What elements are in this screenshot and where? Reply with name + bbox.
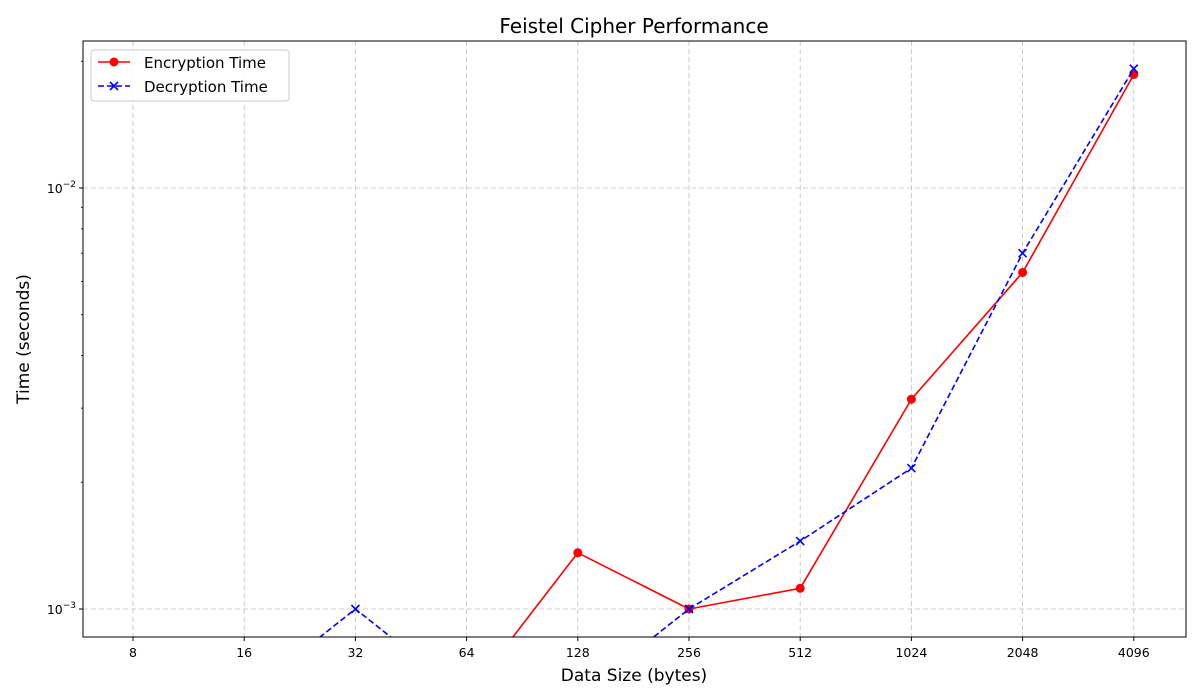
ticks: 8 16 32 64 128 256 512 1024 2048 4096 10−2 10−3	[47, 60, 1150, 660]
y-tick-label: 10−2	[47, 180, 76, 196]
data-point	[573, 548, 583, 558]
chart-title: Feistel Cipher Performance	[499, 14, 768, 38]
series-decryption	[318, 64, 1139, 637]
x-tick-label: 2048	[1007, 645, 1039, 660]
x-tick-label: 256	[677, 645, 701, 660]
data-point	[906, 463, 916, 473]
data-point	[906, 394, 916, 404]
x-tick-label: 32	[347, 645, 363, 660]
plot-background	[83, 41, 1186, 637]
data-point	[1129, 64, 1139, 74]
data-point	[795, 583, 805, 593]
legend-decryption-label: Decryption Time	[144, 78, 268, 96]
y-tick-label: 10−3	[47, 601, 76, 617]
data-point	[350, 604, 360, 614]
legend-encryption-label: Encryption Time	[144, 54, 266, 72]
x-tick-label: 1024	[895, 645, 927, 660]
x-axis-label: Data Size (bytes)	[561, 666, 707, 686]
x-tick-label: 4096	[1118, 645, 1150, 660]
data-point	[684, 604, 694, 614]
legend-decryption-marker	[109, 81, 119, 91]
x-tick-label: 128	[566, 645, 590, 660]
grid	[83, 41, 1186, 637]
legend-item-encryption: Encryption Time	[98, 54, 266, 72]
legend-item-decryption: Decryption Time	[98, 78, 268, 96]
legend-encryption-marker	[109, 57, 119, 67]
x-tick-label: 64	[459, 645, 475, 660]
data-point	[795, 536, 805, 546]
series-line	[511, 74, 1135, 637]
x-tick-label: 16	[236, 645, 252, 660]
plot-frame	[82, 40, 1187, 638]
legend: Encryption Time Decryption Time	[90, 49, 290, 102]
legend-box	[90, 49, 290, 102]
series-layer	[318, 64, 1139, 637]
x-tick-label: 8	[129, 645, 137, 660]
data-point	[1018, 248, 1028, 258]
x-tick-label: 512	[788, 645, 812, 660]
data-point	[1018, 267, 1028, 277]
y-axis-label: Time (seconds)	[14, 274, 34, 405]
